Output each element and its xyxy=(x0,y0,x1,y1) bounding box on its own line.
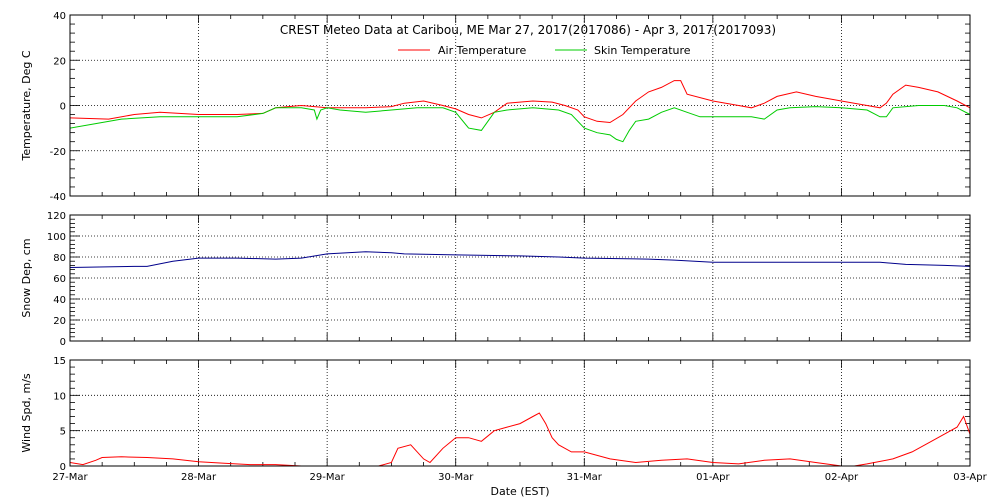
y-tick-label: 0 xyxy=(60,337,66,348)
panel-frame xyxy=(69,14,971,197)
legend-label-air: Air Temperature xyxy=(438,44,527,57)
y-tick-label: 80 xyxy=(53,253,66,264)
y-tick-label: -20 xyxy=(50,147,66,158)
y-axis-label: Temperature, Deg C xyxy=(20,50,33,161)
x-tick-label: 03-Apr xyxy=(953,472,987,483)
y-tick-label: 120 xyxy=(47,211,66,222)
x-tick-label: 28-Mar xyxy=(181,472,217,483)
y-tick-label: 40 xyxy=(53,295,66,306)
y-axis-label: Wind Spd, m/s xyxy=(20,373,33,453)
x-tick-label: 01-Apr xyxy=(696,472,730,483)
chart-title: CREST Meteo Data at Caribou, ME Mar 27, … xyxy=(280,23,776,37)
series-line-1-0 xyxy=(70,251,970,268)
x-tick-label: 02-Apr xyxy=(825,472,859,483)
x-axis-label: Date (EST) xyxy=(490,485,549,498)
wind-speed-panel: 0 5 10 15 Wind Spd, m/s xyxy=(20,356,971,473)
y-axis-label: Snow Dep, cm xyxy=(20,238,33,317)
x-tick-label: 27-Mar xyxy=(52,472,88,483)
y-tick-label: 40 xyxy=(53,11,66,22)
x-tick-label: 31-Mar xyxy=(567,472,603,483)
panel-frame xyxy=(69,359,971,467)
x-tick-label: 29-Mar xyxy=(310,472,346,483)
y-tick-label: 0 xyxy=(60,462,66,473)
y-tick-label: 0 xyxy=(60,102,66,113)
x-tick-labels: 27-Mar 28-Mar 29-Mar 30-Mar 31-Mar 01-Apr 02-A… xyxy=(52,472,987,483)
legend: Air Temperature Skin Temperature xyxy=(398,44,691,57)
temperature-panel: -40 -20 0 20 40 Temperature, Deg C xyxy=(20,11,971,203)
x-tick-label: 30-Mar xyxy=(438,472,474,483)
y-tick-label: 60 xyxy=(53,274,66,285)
series-line-2-0 xyxy=(70,412,970,466)
y-tick-label: 15 xyxy=(53,356,66,367)
panel-frame xyxy=(69,214,971,342)
y-tick-label: 20 xyxy=(53,56,66,67)
snow-depth-panel: 0 20 40 60 80 100 120 Snow Dep, cm xyxy=(20,211,971,348)
y-tick-label: 10 xyxy=(53,391,66,402)
y-tick-label: -40 xyxy=(50,192,66,203)
y-tick-label: 100 xyxy=(47,232,66,243)
series-line-0-1 xyxy=(70,105,970,143)
y-tick-label: 5 xyxy=(60,427,66,438)
series-line-0-0 xyxy=(70,80,970,124)
legend-label-skin: Skin Temperature xyxy=(594,44,691,57)
y-tick-label: 20 xyxy=(53,316,66,327)
